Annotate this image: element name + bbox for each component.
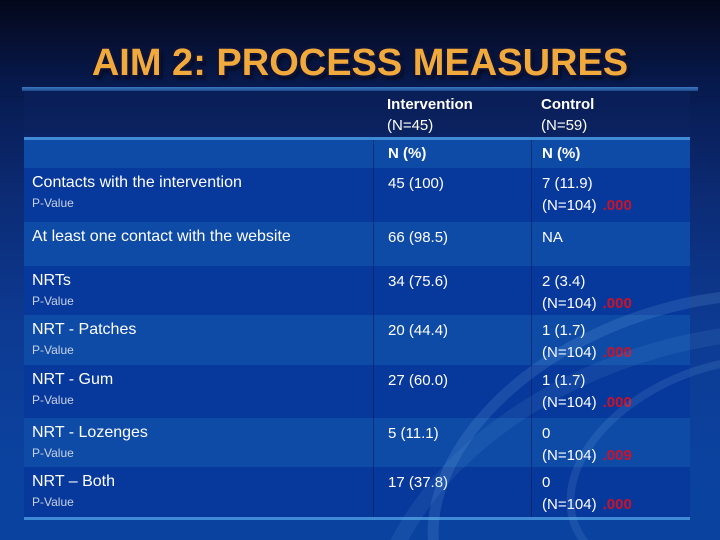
pvalue-label: P-Value [32,393,74,407]
row-label: Contacts with the intervention [32,174,242,191]
control-value: 7 (11.9) [542,175,593,192]
header-divider-rule [24,137,690,140]
slide-title: AIM 2: PROCESS MEASURES [91,42,629,84]
pvalue-value: .000 [602,394,632,411]
intervention-value-cell: 45 (100) [373,168,531,222]
intervention-value-cell: 20 (44.4) [373,315,531,365]
row-label-cell: Contacts with the intervention P-Value [24,168,373,222]
control-value-cell: 2 (3.4) (N=104) .000 [531,266,690,315]
intervention-value-cell: 66 (98.5) [373,222,531,266]
row-label-cell: NRT – Both P-Value [24,467,373,517]
header-intervention-cell: Intervention (N=45) [373,91,531,137]
control-n-and-pvalue: (N=104) .009 [542,445,690,467]
intervention-value-cell: 27 (60.0) [373,365,531,418]
table-row: NRT - Gum P-Value 27 (60.0) 1 (1.7) (N=1… [24,365,690,418]
pvalue-value: .000 [602,496,632,513]
header-empty-cell [24,91,373,137]
intervention-value: 20 (44.4) [388,322,449,339]
control-value-cell: 0 (N=104) .009 [531,418,690,467]
control-n-and-pvalue: (N=104) .000 [542,293,690,315]
control-value-cell: 7 (11.9) (N=104) .000 [531,168,690,222]
pvalue-label: P-Value [32,495,74,509]
control-value: NA [542,229,563,246]
control-n-and-pvalue: (N=104) .000 [542,392,690,414]
table-row: NRT - Lozenges P-Value 5 (11.1) 0 (N=104… [24,418,690,467]
row-label-cell: NRTs P-Value [24,266,373,315]
title-underline [22,87,698,91]
intervention-column-title: Intervention [387,96,473,113]
pvalue-value: .000 [602,197,632,214]
row-label-cell: NRT - Gum P-Value [24,365,373,418]
intervention-value: 27 (60.0) [388,372,449,389]
pvalue-label: P-Value [32,343,74,357]
control-value: 0 [542,425,551,442]
table-bottom-rule [24,517,690,520]
pvalue-label: P-Value [32,294,74,308]
row-label: NRT - Patches [32,321,137,338]
control-value: 0 [542,474,551,491]
row-label: At least one contact with the website [32,228,291,245]
intervention-value: 66 (98.5) [388,229,449,246]
subheader-intervention-measure: N (%) [373,140,531,168]
row-label: NRT - Gum [32,371,114,388]
row-label: NRT - Lozenges [32,424,148,441]
control-value-cell: 0 (N=104) .000 [531,467,690,517]
control-n: (N=104) [542,197,597,214]
table-body: Contacts with the intervention P-Value 4… [24,168,690,517]
table-row: Contacts with the intervention P-Value 4… [24,168,690,222]
pvalue-label: P-Value [32,446,74,460]
row-label-cell: At least one contact with the website [24,222,373,266]
control-column-title: Control [541,96,595,113]
control-n-and-pvalue: (N=104) .000 [542,342,690,364]
control-value-cell: 1 (1.7) (N=104) .000 [531,315,690,365]
control-value: 1 (1.7) [542,322,586,339]
subheader-empty-cell [24,140,373,168]
control-n: (N=104) [542,295,597,312]
header-control-cell: Control (N=59) [531,91,690,137]
intervention-value: 34 (75.6) [388,273,449,290]
control-value-cell: NA [531,222,690,266]
control-n: (N=104) [542,394,597,411]
intervention-value: 5 (11.1) [388,425,439,442]
control-n-and-pvalue: (N=104) .000 [542,195,690,217]
intervention-column-n: (N=45) [387,117,434,134]
control-n-and-pvalue: (N=104) .000 [542,494,690,516]
row-label: NRT – Both [32,473,116,490]
pvalue-value: .009 [602,447,632,464]
table-row: NRT - Patches P-Value 20 (44.4) 1 (1.7) … [24,315,690,365]
table-row: NRTs P-Value 34 (75.6) 2 (3.4) (N=104) .0… [24,266,690,315]
row-label: NRTs [32,272,71,289]
intervention-value: 17 (37.8) [388,474,449,491]
row-label-cell: NRT - Lozenges P-Value [24,418,373,467]
intervention-value-cell: 5 (11.1) [373,418,531,467]
pvalue-value: .000 [602,295,632,312]
pvalue-value: .000 [602,344,632,361]
control-n: (N=104) [542,447,597,464]
subheader-control-measure: N (%) [531,140,690,168]
table-row: At least one contact with the website 66… [24,222,690,266]
row-label-cell: NRT - Patches P-Value [24,315,373,365]
process-measures-table: Intervention (N=45) Control (N=59) N (%)… [24,91,690,520]
table-subheader-row: N (%) N (%) [24,140,690,168]
table-header-row: Intervention (N=45) Control (N=59) [24,91,690,137]
control-n: (N=104) [542,344,597,361]
pvalue-label: P-Value [32,196,74,210]
control-value-cell: 1 (1.7) (N=104) .000 [531,365,690,418]
intervention-value-cell: 34 (75.6) [373,266,531,315]
control-n: (N=104) [542,496,597,513]
control-value: 1 (1.7) [542,372,586,389]
control-value: 2 (3.4) [542,273,586,290]
control-column-n: (N=59) [541,117,588,134]
table-row: NRT – Both P-Value 17 (37.8) 0 (N=104) .0… [24,467,690,517]
intervention-value-cell: 17 (37.8) [373,467,531,517]
intervention-value: 45 (100) [388,175,444,192]
